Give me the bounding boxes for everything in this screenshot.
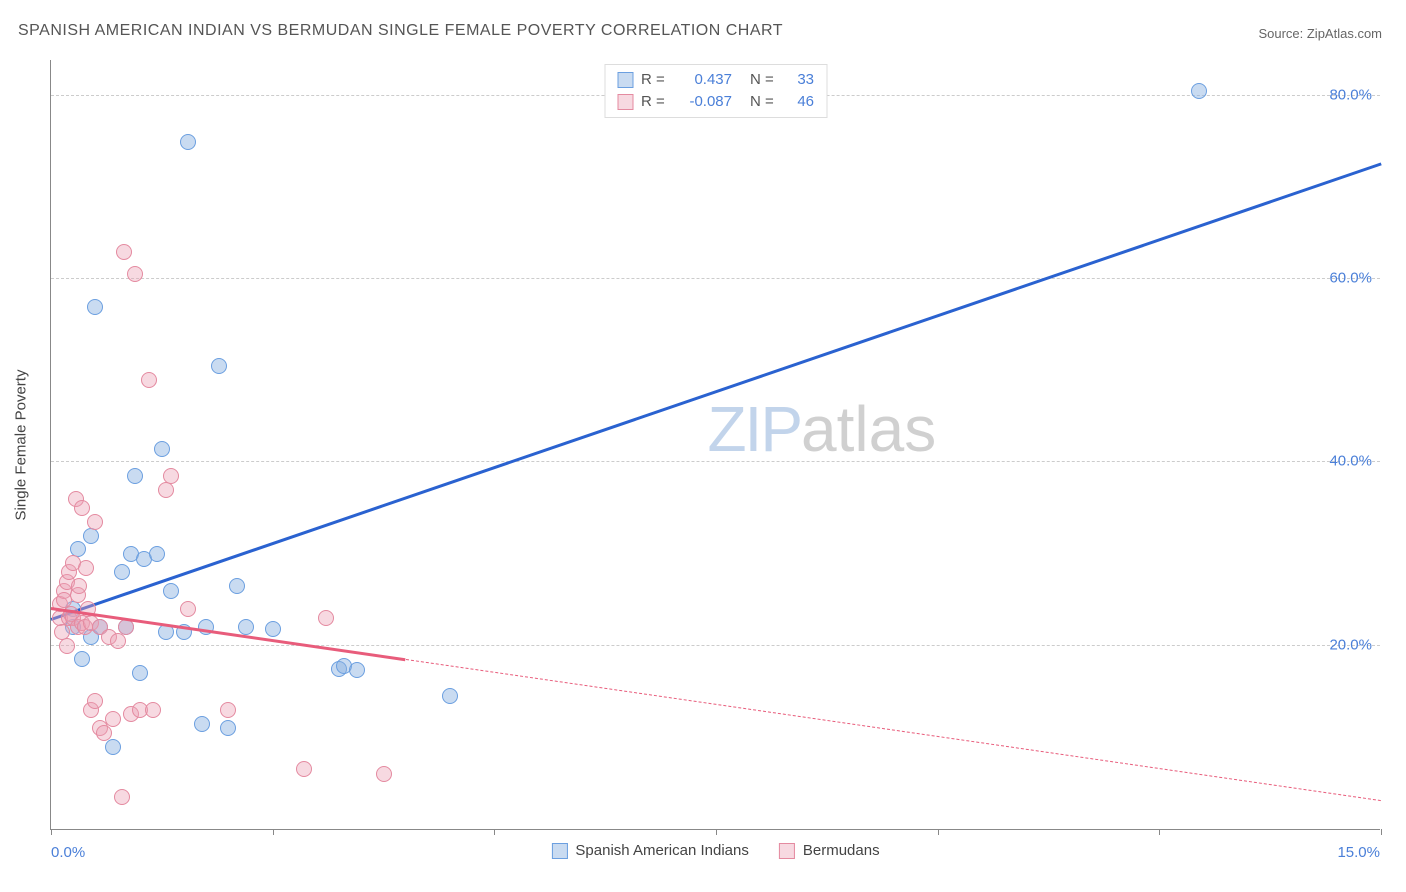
scatter-point bbox=[83, 528, 99, 544]
scatter-point bbox=[114, 789, 130, 805]
scatter-point bbox=[127, 266, 143, 282]
scatter-point bbox=[87, 693, 103, 709]
x-axis-max-label: 15.0% bbox=[1337, 844, 1380, 861]
series-legend-item: Spanish American Indians bbox=[551, 842, 748, 859]
gridline bbox=[51, 645, 1380, 646]
legend-r-label: R = bbox=[641, 69, 669, 91]
scatter-point bbox=[198, 619, 214, 635]
y-tick-label: 60.0% bbox=[1329, 270, 1372, 287]
scatter-point bbox=[114, 564, 130, 580]
y-tick-label: 80.0% bbox=[1329, 86, 1372, 103]
scatter-point bbox=[265, 621, 281, 637]
chart-title: SPANISH AMERICAN INDIAN VS BERMUDAN SING… bbox=[18, 22, 783, 40]
trend-line bbox=[51, 162, 1382, 620]
correlation-legend: R = 0.437 N = 33 R = -0.087 N = 46 bbox=[604, 64, 827, 118]
x-tick bbox=[716, 829, 717, 835]
scatter-point bbox=[1191, 83, 1207, 99]
y-axis-title: Single Female Poverty bbox=[13, 369, 30, 520]
trend-line bbox=[406, 659, 1381, 801]
x-tick bbox=[494, 829, 495, 835]
x-tick bbox=[1159, 829, 1160, 835]
scatter-point bbox=[154, 441, 170, 457]
scatter-point bbox=[59, 638, 75, 654]
gridline bbox=[51, 278, 1380, 279]
x-tick bbox=[51, 829, 52, 835]
scatter-point bbox=[194, 716, 210, 732]
scatter-point bbox=[229, 578, 245, 594]
series-legend: Spanish American Indians Bermudans bbox=[551, 842, 879, 859]
scatter-point bbox=[74, 500, 90, 516]
scatter-point bbox=[180, 601, 196, 617]
scatter-point bbox=[141, 372, 157, 388]
gridline bbox=[51, 461, 1380, 462]
series-legend-label: Spanish American Indians bbox=[575, 842, 748, 859]
scatter-point bbox=[349, 662, 365, 678]
scatter-point bbox=[87, 299, 103, 315]
scatter-point bbox=[132, 665, 148, 681]
scatter-point bbox=[110, 633, 126, 649]
scatter-point bbox=[127, 468, 143, 484]
watermark-atlas: atlas bbox=[801, 393, 936, 465]
legend-n-label: N = bbox=[750, 91, 778, 113]
scatter-point bbox=[318, 610, 334, 626]
scatter-point bbox=[376, 766, 392, 782]
legend-r-value: -0.087 bbox=[677, 91, 732, 113]
y-tick-label: 40.0% bbox=[1329, 453, 1372, 470]
scatter-point bbox=[118, 619, 134, 635]
legend-swatch bbox=[779, 843, 795, 859]
x-tick bbox=[1381, 829, 1382, 835]
legend-r-label: R = bbox=[641, 91, 669, 113]
legend-row: R = 0.437 N = 33 bbox=[617, 69, 814, 91]
watermark-zip: ZIP bbox=[707, 393, 801, 465]
scatter-point bbox=[158, 482, 174, 498]
scatter-point bbox=[105, 739, 121, 755]
x-tick bbox=[273, 829, 274, 835]
scatter-point bbox=[116, 244, 132, 260]
scatter-point bbox=[163, 583, 179, 599]
x-tick bbox=[938, 829, 939, 835]
legend-row: R = -0.087 N = 46 bbox=[617, 91, 814, 113]
legend-n-value: 46 bbox=[786, 91, 814, 113]
scatter-point bbox=[163, 468, 179, 484]
series-legend-item: Bermudans bbox=[779, 842, 880, 859]
scatter-point bbox=[149, 546, 165, 562]
scatter-point bbox=[211, 358, 227, 374]
scatter-point bbox=[238, 619, 254, 635]
scatter-point bbox=[105, 711, 121, 727]
legend-r-value: 0.437 bbox=[677, 69, 732, 91]
legend-swatch bbox=[551, 843, 567, 859]
scatter-point bbox=[96, 725, 112, 741]
legend-swatch bbox=[617, 94, 633, 110]
scatter-point bbox=[296, 761, 312, 777]
plot-area: Single Female Poverty ZIPatlas R =0.437N… bbox=[50, 60, 1380, 830]
scatter-point bbox=[74, 651, 90, 667]
scatter-point bbox=[145, 702, 161, 718]
source-credit: Source: ZipAtlas.com bbox=[1258, 26, 1382, 41]
x-axis-min-label: 0.0% bbox=[51, 844, 85, 861]
watermark: ZIPatlas bbox=[707, 392, 936, 466]
y-tick-label: 20.0% bbox=[1329, 636, 1372, 653]
scatter-point bbox=[87, 514, 103, 530]
scatter-point bbox=[220, 702, 236, 718]
legend-n-label: N = bbox=[750, 69, 778, 91]
scatter-point bbox=[180, 134, 196, 150]
series-legend-label: Bermudans bbox=[803, 842, 880, 859]
legend-swatch bbox=[617, 72, 633, 88]
scatter-point bbox=[71, 578, 87, 594]
scatter-point bbox=[442, 688, 458, 704]
scatter-point bbox=[78, 560, 94, 576]
scatter-point bbox=[220, 720, 236, 736]
legend-n-value: 33 bbox=[786, 69, 814, 91]
